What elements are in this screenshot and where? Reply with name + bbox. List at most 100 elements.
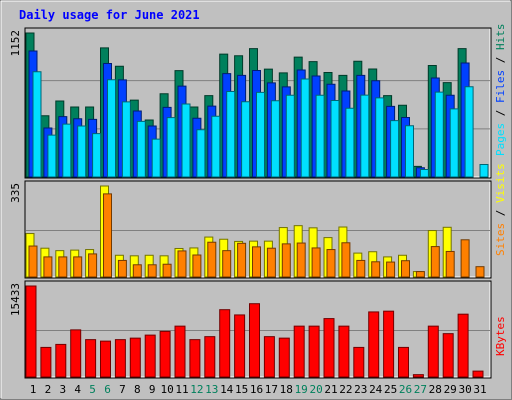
bar-pages-day-12 [196,129,206,178]
legend-sites: Sites [494,223,507,256]
y-max-label: 335 [9,183,22,203]
x-tick-day-20: 20 [309,383,322,396]
bar-kbytes-day-19 [293,325,305,378]
bar-sites-day-6 [103,193,112,278]
bar-sites-day-29 [445,250,455,278]
x-tick-day-21: 21 [324,383,337,396]
bar-kbytes-day-15 [234,314,246,378]
bar-kbytes-day-12 [189,339,201,378]
bar-pages-day-8 [136,120,146,178]
x-tick-day-5: 5 [89,383,96,396]
bar-pages-day-14 [226,91,236,178]
bar-sites-day-8 [132,264,142,278]
bar-kbytes-day-22 [338,325,350,378]
bar-pages-day-22 [345,107,355,178]
bar-pages-day-7 [121,101,131,178]
bar-pages-day-27 [419,169,429,178]
bar-sites-day-23 [356,259,366,278]
bar-pages-day-4 [77,125,87,178]
bar-sites-day-21 [326,249,336,278]
x-tick-day-27: 27 [414,383,427,396]
legend-separator: / [494,50,507,70]
bar-kbytes-day-30 [457,313,469,378]
bar-kbytes-day-9 [144,334,156,378]
bar-pages-day-17 [270,100,280,178]
legend-pages: Pages [494,123,507,156]
x-tick-day-9: 9 [149,383,156,396]
bar-sites-day-4 [73,256,83,278]
x-tick-day-17: 17 [265,383,278,396]
legend-visits: Visits [494,163,507,203]
x-tick-day-26: 26 [399,383,412,396]
bar-pages-day-25 [390,120,400,178]
x-tick-day-8: 8 [134,383,141,396]
bar-sites-day-17 [266,247,276,278]
bar-sites-day-11 [177,250,187,278]
bar-kbytes-day-11 [174,325,186,378]
bar-pages-day-19 [300,78,310,178]
x-tick-day-22: 22 [339,383,352,396]
legend-separator: / [494,103,507,123]
legend-hits: Hits [494,24,507,51]
panel-visits-sites: 335 Sites / Visits [9,163,507,279]
x-tick-day-18: 18 [280,383,293,396]
legend-visits-sites: Sites / Visits [494,163,507,256]
x-tick-day-14: 14 [220,383,234,396]
bar-kbytes-day-5 [85,339,97,378]
bar-pages-day-15 [241,101,251,178]
y-max-label: 15433 [9,283,22,316]
x-tick-day-15: 15 [235,383,248,396]
bar-kbytes-day-13 [204,336,216,378]
bar-pages-day-5 [92,133,102,178]
bar-pages-day-16 [256,91,265,178]
bar-sites-day-9 [147,264,157,278]
bar-kbytes-day-4 [70,329,82,378]
x-tick-day-29: 29 [444,383,457,396]
bar-pages-day-20 [315,94,325,178]
x-tick-day-16: 16 [250,383,263,396]
bar-kbytes-day-18 [278,337,290,378]
legend-hits-files-pages: Pages / Files / Hits [494,24,507,157]
bar-sites-day-16 [252,246,261,278]
x-axis-labels: 1 2 3 4 5 6 7 8 9 10 11 12 13 14 15 16 17 18 19 20 21 22 23 24 2… [30,383,487,396]
bar-sites-day-5 [88,253,98,278]
y-max-label: 1152 [9,30,22,57]
legend-files: Files [494,70,507,103]
bar-sites-day-13 [207,241,217,278]
bar-kbytes-day-31 [472,370,484,378]
bar-kbytes-day-10 [159,330,171,378]
bar-pages-day-23 [360,94,370,178]
bar-sites-day-15 [237,242,247,278]
x-tick-day-25: 25 [384,383,397,396]
bar-pages-day-3 [62,123,72,178]
bar-pages-day-13 [211,115,221,178]
bar-kbytes-day-3 [55,343,67,378]
bar-sites-day-10 [162,263,172,278]
x-tick-day-3: 3 [59,383,66,396]
x-tick-day-7: 7 [119,383,126,396]
x-tick-day-30: 30 [458,383,471,396]
bar-pages-day-2 [47,134,57,178]
bar-pages-day-21 [330,100,340,178]
x-tick-day-1: 1 [30,383,37,396]
bar-kbytes-day-24 [368,311,380,378]
bar-sites-day-7 [117,259,127,278]
bar-sites-day-22 [341,242,351,278]
chart-panels: 1152 Pages / Files / Hits 335 Sites / Visit… [9,24,507,379]
bar-pages-day-28 [434,91,444,178]
x-tick-day-10: 10 [160,383,173,396]
bar-kbytes-day-27 [412,374,424,378]
bar-pages-day-26 [405,125,414,178]
bar-pages-day-6 [107,79,116,178]
bar-kbytes-day-23 [353,346,365,378]
bar-kbytes-day-16 [249,303,260,378]
bar-sites-day-3 [58,256,68,278]
bar-sites-day-30 [460,239,470,278]
bar-pages-day-11 [181,103,191,178]
x-tick-day-12: 12 [190,383,203,396]
bar-sites-day-2 [43,256,53,278]
bar-pages-day-1 [32,71,42,178]
bar-kbytes-day-26 [398,346,409,378]
legend-kbytes: KBytes [494,316,507,356]
bar-pages-day-24 [375,97,385,178]
